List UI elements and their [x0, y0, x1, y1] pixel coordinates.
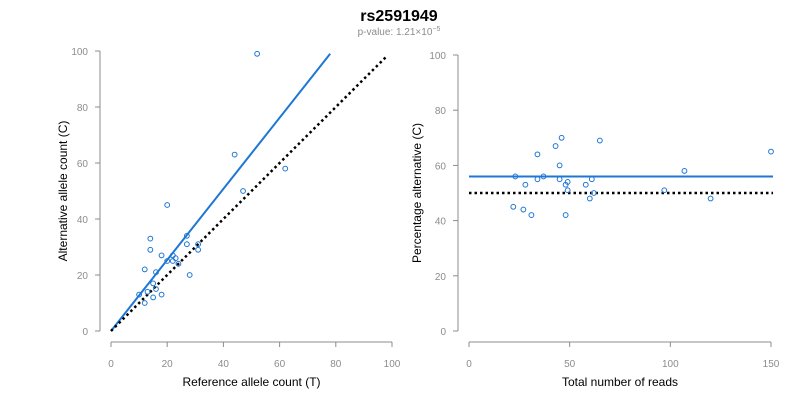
right-data-point — [596, 137, 603, 144]
chart-title: rs2591949 — [360, 8, 438, 25]
left-data-point — [153, 269, 159, 276]
right-y-tick-label: 80 — [435, 106, 447, 117]
right-data-point — [707, 195, 714, 202]
left-y-tick-label: 60 — [77, 159, 89, 170]
left-data-point — [150, 280, 157, 287]
right-data-point — [534, 151, 541, 158]
left-fit-line — [110, 53, 331, 332]
right-data-point — [588, 176, 595, 183]
right-data-point — [512, 173, 519, 180]
left-y-tick-label: 0 — [82, 327, 88, 338]
right-data-point — [510, 203, 517, 210]
left-data-point — [158, 291, 165, 298]
left-data-point — [183, 232, 190, 239]
left-data-point — [240, 188, 246, 194]
right-data-point — [534, 176, 541, 183]
left-data-point — [282, 165, 289, 172]
left-data-point — [144, 288, 151, 295]
right-data-point — [681, 168, 688, 174]
right-y-tick-label: 100 — [429, 51, 446, 62]
left-data-point — [231, 151, 238, 158]
left-scatter-panel: 0 20 40 60 80 100 0 20 40 60 80 100 Reference allele… — [56, 47, 401, 389]
left-y-tick-label: 100 — [71, 47, 88, 58]
left-x-tick-label: 20 — [162, 359, 174, 370]
left-y-axis-title: Alternative allele count (C) — [56, 121, 70, 262]
right-y-tick-label: 60 — [435, 161, 447, 172]
left-data-point — [153, 286, 159, 292]
right-x-tick-label: 150 — [763, 359, 780, 370]
right-x-axis-title: Total number of reads — [562, 375, 678, 389]
right-data-point — [582, 181, 589, 188]
p-value-label: p-value: 1.21×10−5 — [358, 26, 441, 38]
left-data-point — [147, 246, 154, 253]
right-data-point — [562, 212, 569, 218]
left-x-tick-label: 60 — [274, 359, 286, 370]
left-data-point — [169, 258, 176, 264]
left-data-point — [164, 258, 171, 264]
right-data-point — [586, 195, 593, 202]
left-data-point — [158, 252, 165, 259]
right-x-tick-label: 100 — [662, 359, 679, 370]
left-x-tick-label: 100 — [384, 359, 401, 370]
left-data-point — [186, 272, 193, 278]
right-y-axis-title: Percentage alternative (C) — [410, 123, 424, 263]
left-data-point — [164, 202, 171, 208]
right-data-point — [556, 162, 563, 169]
left-data-point — [172, 255, 179, 262]
right-x-tick-label: 0 — [466, 359, 472, 370]
left-x-tick-label: 40 — [218, 359, 230, 370]
left-y-tick-label: 20 — [77, 271, 89, 282]
left-data-point — [175, 260, 182, 267]
left-y-tick-label: 80 — [77, 103, 89, 114]
left-data-point — [254, 50, 261, 57]
left-data-point — [141, 300, 148, 306]
left-data-point — [183, 241, 190, 248]
right-scatter-panel: 0 50 100 150 0 20 40 60 80 100 Total number of rea… — [410, 51, 780, 389]
right-data-point — [564, 187, 571, 194]
left-data-point — [195, 246, 202, 253]
right-data-point — [558, 134, 565, 141]
p-value-exponent: −5 — [432, 26, 440, 33]
left-x-axis-title: Reference allele count (T) — [182, 375, 320, 389]
right-x-tick-label: 50 — [564, 359, 576, 370]
p-value-base: p-value: 1.21×10 — [358, 27, 433, 38]
right-y-tick-label: 0 — [440, 327, 446, 338]
left-data-point — [141, 266, 148, 273]
right-y-tick-label: 20 — [435, 272, 447, 283]
right-data-point — [552, 143, 559, 149]
left-x-tick-label: 0 — [108, 359, 114, 370]
left-y-tick-label: 40 — [77, 215, 89, 226]
right-data-point — [522, 181, 529, 188]
right-data-point — [540, 173, 547, 180]
right-data-point — [768, 148, 774, 155]
left-data-point — [147, 235, 154, 242]
left-reference-line — [110, 55, 388, 332]
right-data-point — [661, 187, 668, 194]
right-y-tick-label: 40 — [435, 217, 447, 228]
right-data-point — [556, 176, 563, 183]
left-data-point — [150, 294, 157, 301]
right-data-point — [562, 181, 569, 188]
left-x-tick-label: 80 — [330, 359, 342, 370]
right-data-point — [528, 212, 535, 218]
right-data-point — [520, 206, 527, 213]
right-data-point — [590, 190, 597, 196]
left-data-point — [195, 241, 202, 248]
left-data-point — [136, 291, 143, 298]
